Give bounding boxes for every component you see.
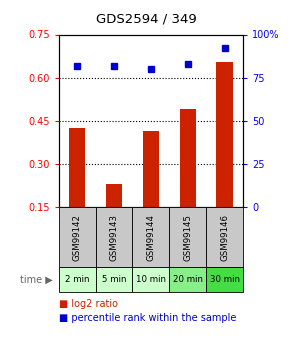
Text: 20 min: 20 min	[173, 275, 203, 284]
Text: time ▶: time ▶	[20, 275, 53, 285]
Bar	[217, 62, 233, 250]
Bar	[106, 184, 122, 250]
Text: GSM99143: GSM99143	[110, 214, 118, 261]
Bar	[69, 128, 85, 250]
Text: ■ log2 ratio: ■ log2 ratio	[59, 299, 117, 309]
Text: GSM99142: GSM99142	[73, 214, 81, 261]
Text: GSM99144: GSM99144	[146, 214, 155, 261]
Text: 10 min: 10 min	[136, 275, 166, 284]
Text: GDS2594 / 349: GDS2594 / 349	[96, 12, 197, 25]
Text: 2 min: 2 min	[65, 275, 89, 284]
Text: 5 min: 5 min	[102, 275, 126, 284]
Text: ■ percentile rank within the sample: ■ percentile rank within the sample	[59, 313, 236, 323]
Bar	[180, 109, 196, 250]
Text: GSM99145: GSM99145	[183, 214, 192, 261]
Bar	[143, 131, 159, 250]
Text: 30 min: 30 min	[210, 275, 240, 284]
Text: GSM99146: GSM99146	[220, 214, 229, 261]
